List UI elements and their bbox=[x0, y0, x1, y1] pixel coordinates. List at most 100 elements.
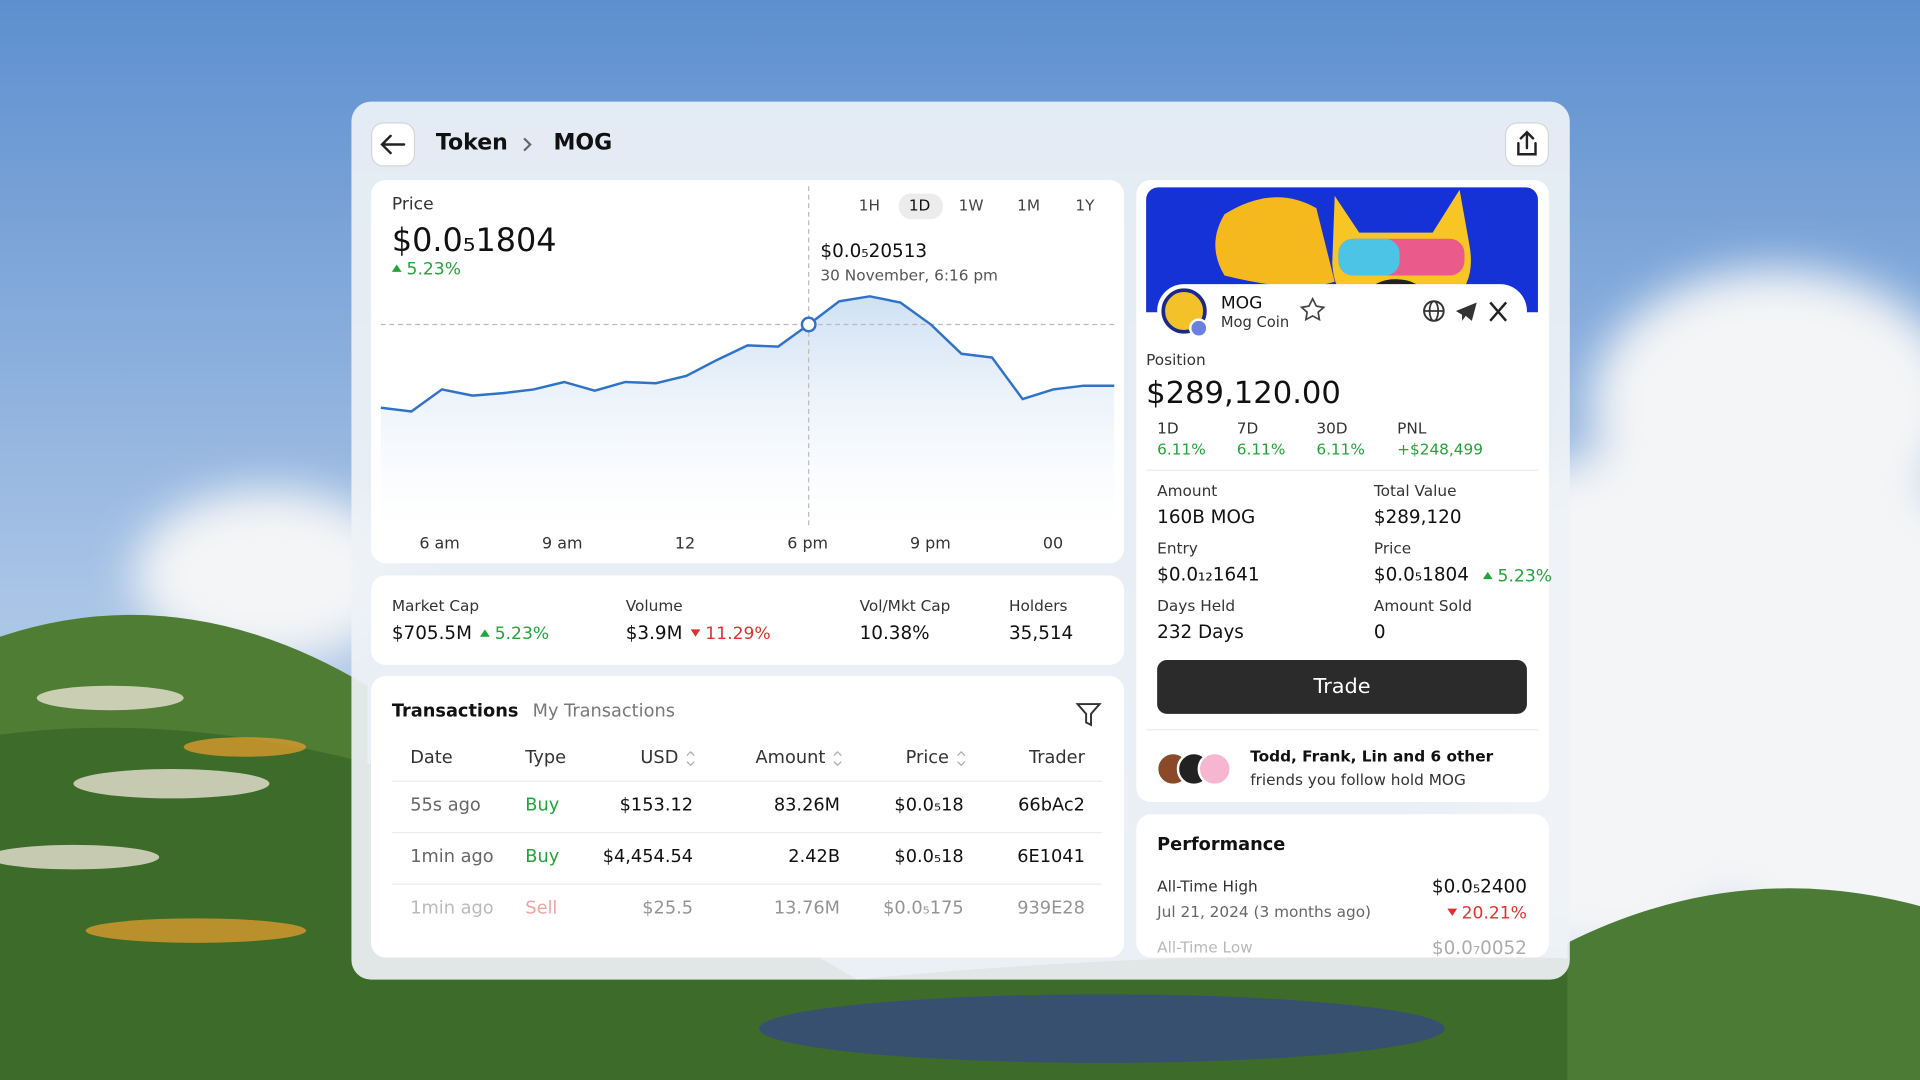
table-cell: 13.76M bbox=[773, 898, 841, 919]
sort-icons bbox=[686, 750, 966, 767]
breadcrumb: MOG bbox=[553, 129, 613, 156]
x-tick-label: 6 am bbox=[419, 535, 460, 554]
row-separators bbox=[391, 469, 1538, 885]
column-header[interactable]: Amount bbox=[755, 748, 826, 768]
detail-value: 0 bbox=[1373, 620, 1386, 643]
period-label: 7D bbox=[1236, 418, 1259, 438]
stat-value: 35,514 bbox=[1008, 622, 1074, 645]
detail-value: 160B MOG bbox=[1157, 505, 1256, 528]
stat-label: Vol/Mkt Cap bbox=[859, 596, 951, 615]
back-button[interactable] bbox=[371, 122, 416, 167]
x-tick-label: 9 am bbox=[542, 535, 583, 554]
table-cell: 1min ago bbox=[410, 898, 494, 919]
stat-change: 5.23% bbox=[480, 626, 549, 643]
column-header[interactable]: Price bbox=[905, 748, 949, 768]
x-tick-label: 00 bbox=[1042, 535, 1064, 554]
table-cell: 2.42B bbox=[788, 847, 841, 867]
range-button[interactable]: 1H bbox=[858, 195, 881, 215]
table-cell: Buy bbox=[525, 847, 560, 867]
trade-button[interactable] bbox=[1157, 660, 1527, 714]
ath-value: $0.0₅2400 bbox=[1431, 875, 1527, 898]
detail-value: $0.0₅1804 bbox=[1373, 563, 1469, 586]
x-tick-label: 9 pm bbox=[909, 535, 951, 554]
detail-label: Price bbox=[1373, 538, 1412, 558]
column-header[interactable]: USD bbox=[640, 748, 679, 768]
share-icon bbox=[1517, 130, 1537, 156]
table-cell: 6E1041 bbox=[1017, 847, 1085, 867]
period-value: 6.11% bbox=[1236, 439, 1286, 458]
price-line bbox=[380, 295, 1115, 413]
detail-label: Days Held bbox=[1157, 596, 1236, 615]
detail-label: Amount bbox=[1157, 481, 1218, 500]
stats-panel bbox=[371, 575, 1125, 665]
ath-label: All-Time High bbox=[1157, 876, 1258, 896]
table-cell: $0.0₅18 bbox=[894, 847, 964, 867]
transactions-panel bbox=[371, 675, 1125, 958]
table-cell: $0.0₅175 bbox=[883, 898, 964, 919]
trade-label[interactable]: Trade bbox=[1313, 674, 1371, 700]
tooltip-price: $0.0₅20513 bbox=[820, 240, 928, 263]
column-header[interactable]: Trader bbox=[1028, 748, 1085, 768]
table-cell: $0.0₅18 bbox=[894, 795, 964, 816]
table-cell: 66bAc2 bbox=[1018, 795, 1085, 816]
column-header: Type bbox=[525, 748, 567, 768]
friends-text: friends you follow hold MOG bbox=[1250, 770, 1466, 789]
price-label: Price bbox=[391, 194, 434, 215]
range-button[interactable]: 1W bbox=[958, 195, 984, 215]
price-area bbox=[380, 296, 1115, 529]
stat-value: $705.5M bbox=[391, 622, 472, 645]
share-button[interactable] bbox=[1504, 122, 1549, 167]
position-value: $289,120.00 bbox=[1146, 374, 1341, 411]
table-cell: 83.26M bbox=[773, 795, 841, 816]
friend-avatars bbox=[1155, 751, 1232, 787]
tooltip-time: 30 November, 6:16 pm bbox=[820, 265, 998, 285]
table-cell: 1min ago bbox=[410, 847, 494, 867]
stat-label: Volume bbox=[625, 596, 683, 615]
filter-icon[interactable] bbox=[1075, 703, 1102, 727]
detail-value: 232 Days bbox=[1157, 620, 1244, 643]
stat-change: 11.29% bbox=[691, 626, 770, 643]
period-value: 6.11% bbox=[1157, 439, 1206, 458]
table-cell: $153.12 bbox=[619, 795, 694, 816]
table-cell: $25.5 bbox=[642, 898, 694, 919]
ath-date: Jul 21, 2024 (3 months ago) bbox=[1157, 902, 1372, 921]
tab[interactable]: My Transactions bbox=[532, 701, 675, 722]
detail-value: $289,120 bbox=[1373, 505, 1462, 528]
price-change: 5.23% bbox=[1483, 568, 1552, 585]
performance-title: Performance bbox=[1157, 835, 1286, 855]
detail-value: $0.0₁₂1641 bbox=[1157, 563, 1260, 586]
period-label: 30D bbox=[1316, 418, 1348, 438]
detail-label: Total Value bbox=[1373, 481, 1457, 500]
x-tick-label: 6 pm bbox=[787, 535, 829, 554]
stat-label: Holders bbox=[1008, 596, 1068, 615]
friends-text: Todd, Frank, Lin and 6 other bbox=[1250, 746, 1494, 766]
banner bbox=[1146, 187, 1538, 338]
ath-change: 20.21% bbox=[1447, 905, 1527, 922]
performance-panel bbox=[1136, 814, 1549, 958]
range-button[interactable]: 1D bbox=[908, 195, 931, 215]
table-cell: Sell bbox=[525, 898, 558, 919]
stat-label: Market Cap bbox=[391, 596, 480, 615]
table-cell: Buy bbox=[525, 795, 560, 816]
token-symbol: MOG bbox=[1220, 293, 1263, 314]
price-change: 5.23% bbox=[392, 261, 461, 278]
detail-label: Amount Sold bbox=[1373, 596, 1472, 615]
range-highlight bbox=[898, 193, 943, 220]
atl-label: All-Time Low bbox=[1157, 937, 1253, 957]
period-label: PNL bbox=[1397, 418, 1427, 438]
table-cell: 939E28 bbox=[1017, 898, 1085, 919]
price-value: $0.0₅1804 bbox=[391, 222, 557, 260]
breadcrumb[interactable]: Token bbox=[435, 129, 508, 156]
range-button[interactable]: 1Y bbox=[1075, 195, 1095, 215]
hover-point bbox=[800, 316, 817, 333]
column-header: Date bbox=[410, 748, 453, 768]
period-value: +$248,499 bbox=[1397, 439, 1484, 458]
token-name: Mog Coin bbox=[1220, 313, 1290, 331]
chevron bbox=[523, 137, 532, 152]
table-cell: 55s ago bbox=[410, 795, 481, 816]
tab[interactable]: Transactions bbox=[391, 701, 519, 722]
range-button[interactable]: 1M bbox=[1017, 195, 1041, 215]
